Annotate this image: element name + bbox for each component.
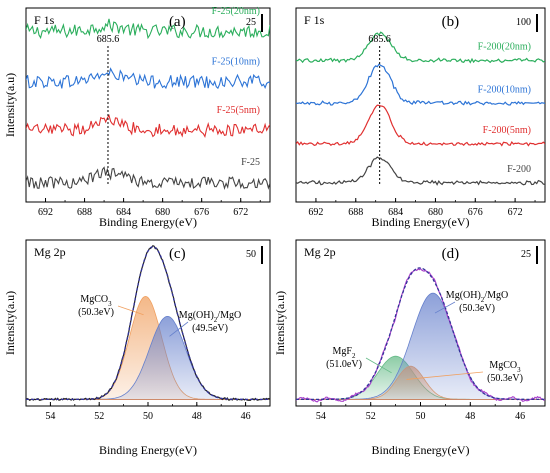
scale-bar-label: 25 [521, 249, 531, 260]
series-label: F-25(10nm) [212, 56, 260, 67]
peak-marker-label: 685.6 [97, 34, 120, 45]
x-tick-label: 672 [233, 207, 248, 218]
scale-bar-label: 100 [516, 17, 531, 28]
x-axis-label: Binding Energy(eV) [371, 215, 469, 229]
component-label: MgCO3 [489, 360, 521, 374]
series-label: F-200(5nm) [483, 125, 531, 136]
x-tick-label: 48 [192, 411, 202, 422]
x-tick-label: 688 [77, 207, 92, 218]
x-tick-label: 688 [348, 207, 363, 218]
component-leader-line [117, 305, 144, 316]
x-tick-label: 680 [155, 207, 170, 218]
x-tick-label: 48 [465, 411, 475, 422]
series-line [296, 31, 545, 64]
series-line [296, 63, 545, 106]
panel-letter: (b) [442, 14, 460, 30]
x-tick-label: 54 [45, 411, 55, 422]
series-line [26, 166, 270, 190]
x-axis-label: Binding Energy(eV) [371, 443, 469, 457]
component-leader-line [434, 301, 456, 314]
x-tick-label: 692 [308, 207, 323, 218]
plot-area [296, 267, 545, 403]
x-tick-label: 52 [94, 411, 104, 422]
series-line [296, 104, 545, 147]
y-axis-label: Intensity(a.u) [3, 73, 17, 137]
x-tick-label: 684 [388, 207, 403, 218]
component-energy-label: (51.0eV) [326, 359, 362, 370]
plot-area [26, 244, 270, 402]
x-tick-label: 684 [116, 207, 131, 218]
x-tick-label: 676 [468, 207, 483, 218]
plot-area [296, 31, 545, 186]
series-label: F-25(5nm) [217, 105, 260, 116]
peak-marker-label: 685.6 [368, 34, 391, 45]
x-tick-label: 680 [428, 207, 443, 218]
x-tick-label: 692 [38, 207, 53, 218]
x-tick-label: 50 [416, 411, 426, 422]
component-label: MgCO3 [80, 294, 112, 308]
plot-frame [295, 7, 546, 203]
plot-frame [25, 7, 271, 203]
core-level-label: Mg 2p [304, 245, 336, 259]
x-tick-label: 46 [241, 411, 251, 422]
x-tick-label: 46 [515, 411, 525, 422]
panel-b: 692 688 684 680 676 672 Binding Energy(eV) F 1s… [295, 7, 546, 229]
core-level-label: F 1s [304, 13, 325, 27]
component-leader-line [406, 371, 484, 380]
y-axis-label: Intensity(a.u) [273, 291, 287, 355]
scale-bar-label: 25 [246, 17, 256, 28]
series-label: F-25(20nm) [212, 6, 260, 17]
component-leader-line [365, 357, 392, 374]
series-line [26, 18, 270, 40]
series-line [296, 156, 545, 186]
series-label: F-200(10nm) [478, 84, 531, 95]
x-tick-label: 54 [316, 411, 326, 422]
series-label: F-200 [507, 164, 531, 175]
fit-envelope [26, 246, 270, 401]
component-label: Mg(OH)2/MgO [446, 290, 508, 304]
panel-d: 54 52 50 48 46 Binding Energy(eV) Intensity(a.… [273, 239, 546, 457]
scale-bar-label: 50 [246, 249, 256, 260]
x-tick-label: 672 [508, 207, 523, 218]
x-tick-label: 676 [194, 207, 209, 218]
component-energy-label: (50.3eV) [487, 373, 523, 384]
x-tick-label: 52 [366, 411, 376, 422]
series-line [26, 67, 270, 90]
panel-c: 54 52 50 48 46 Binding Energy(eV) Intensity(a.… [3, 239, 271, 457]
component-label: MgF2 [333, 346, 356, 360]
component-label: Mg(OH)2/MgO [179, 310, 241, 324]
component-energy-label: (49.5eV) [192, 323, 228, 334]
core-level-label: F 1s [34, 13, 55, 27]
series-label: F-25 [241, 157, 260, 168]
panel-letter: (d) [442, 246, 460, 262]
component-leader-line [169, 321, 189, 337]
y-axis-label: Intensity(a.u) [3, 291, 17, 355]
component-energy-label: (50.3eV) [78, 307, 114, 318]
component-energy-label: (50.3eV) [459, 303, 495, 314]
core-level-label: Mg 2p [34, 245, 66, 259]
series-label: F-200(20nm) [478, 42, 531, 53]
x-axis-label: Binding Energy(eV) [99, 215, 197, 229]
panel-letter: (c) [169, 246, 186, 262]
x-axis-label: Binding Energy(eV) [99, 443, 197, 457]
series-line [26, 114, 270, 139]
plot-area [26, 18, 270, 190]
x-tick-label: 50 [143, 411, 153, 422]
fit-envelope [296, 267, 545, 401]
panel-a: 692 688 684 680 676 672 Binding Energy(eV) Inte… [3, 6, 271, 229]
